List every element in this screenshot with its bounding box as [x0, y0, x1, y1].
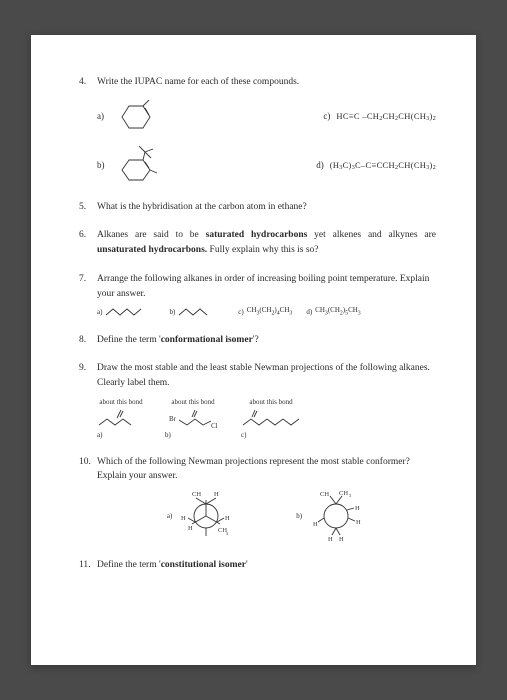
bond-struct-icon — [241, 408, 301, 430]
q4-row-bd: b) d) — [97, 146, 436, 186]
q11-body: Define the term 'constitutional isomer' — [97, 558, 436, 573]
q4-a-label: a) — [97, 110, 115, 124]
q6-mid: yet alkenes and alkynes are — [307, 230, 436, 240]
q10-a: a) CH — [167, 488, 236, 544]
q6-post: Fully explain why this is so? — [207, 245, 318, 255]
cl-label: Cl — [211, 422, 218, 430]
q9-b: about this bond Br Cl b) — [165, 397, 221, 441]
q4-b-label: b) — [97, 159, 115, 173]
question-4: 4. Write the IUPAC name for each of thes… — [79, 75, 436, 186]
q9-text: Draw the most stable and the least stabl… — [97, 361, 436, 390]
q4-num: 4. — [79, 75, 97, 186]
q4-text: Write the IUPAC name for each of these c… — [97, 75, 436, 90]
svg-text:H: H — [214, 491, 219, 498]
q7-text: Arrange the following alkanes in order o… — [97, 272, 436, 301]
question-8: 8. Define the term 'conformational isome… — [79, 333, 436, 348]
q4-c-label: c) — [323, 110, 330, 124]
q9-num: 9. — [79, 361, 97, 440]
q7-c-formula: CH3(CH2)4CH3 — [247, 305, 293, 318]
svg-text:H: H — [328, 536, 333, 543]
svg-text:H: H — [225, 515, 230, 522]
zigzag-icon — [178, 306, 212, 318]
q7-num: 7. — [79, 272, 97, 319]
svg-text:H: H — [356, 519, 361, 526]
svg-text:3: 3 — [226, 531, 229, 536]
q9-c: about this bond c) — [241, 397, 301, 441]
q4-body: Write the IUPAC name for each of these c… — [97, 75, 436, 186]
q6-body: Alkanes are said to be saturated hydroca… — [97, 228, 436, 257]
q7-body: Arrange the following alkanes in order o… — [97, 272, 436, 319]
q10-num: 10. — [79, 455, 97, 544]
question-11: 11. Define the term 'constitutional isom… — [79, 558, 436, 573]
q6-num: 6. — [79, 228, 97, 257]
svg-text:H: H — [181, 515, 186, 522]
bond-struct-icon: Br Cl — [165, 408, 221, 430]
q7-a: a) — [97, 306, 143, 318]
q6-bold1: saturated hydrocarbons — [206, 230, 308, 240]
svg-text:H: H — [313, 521, 318, 528]
svg-text:H: H — [339, 536, 344, 543]
q4-b-structure — [115, 146, 163, 186]
question-5: 5. What is the hybridisation at the carb… — [79, 200, 436, 215]
q5-text: What is the hybridisation at the carbon … — [97, 200, 436, 215]
zigzag-icon — [105, 306, 143, 318]
question-7: 7. Arrange the following alkanes in orde… — [79, 272, 436, 319]
q9-body: Draw the most stable and the least stabl… — [97, 361, 436, 440]
q4-a-structure — [115, 100, 157, 134]
q6-bold2: unsaturated hydrocarbons. — [97, 245, 207, 255]
bond-struct-icon — [97, 408, 145, 430]
q4-d-label: d) — [316, 159, 324, 173]
q10-body: Which of the following Newman projection… — [97, 455, 436, 544]
q6-pre: Alkanes are said to be — [97, 230, 206, 240]
q4-d-formula: (H3C)3C–C≡CCH2CH(CH3)2 — [330, 159, 436, 173]
svg-text:3: 3 — [349, 493, 352, 498]
svg-text:CH: CH — [192, 491, 201, 498]
question-10: 10. Which of the following Newman projec… — [79, 455, 436, 544]
q10-options: a) CH — [97, 488, 436, 544]
question-9: 9. Draw the most stable and the least st… — [79, 361, 436, 440]
q8-body: Define the term 'conformational isomer'? — [97, 333, 436, 348]
svg-text:H: H — [355, 505, 360, 512]
q9-options: about this bond a) about this bond — [97, 397, 436, 441]
q8-num: 8. — [79, 333, 97, 348]
q7-d-formula: CH3(CH2)5CH3 — [315, 305, 361, 318]
q4-c-formula: HC≡C –CH2CH2CH(CH3)2 — [336, 110, 436, 124]
q9-a: about this bond a) — [97, 397, 145, 441]
q7-b: b) — [169, 306, 212, 318]
svg-text:CH: CH — [320, 491, 329, 498]
q11-num: 11. — [79, 558, 97, 573]
document-page: 4. Write the IUPAC name for each of thes… — [31, 35, 476, 665]
br-label: Br — [169, 415, 177, 423]
q5-num: 5. — [79, 200, 97, 215]
q10-b: b) CH CH — [296, 488, 366, 544]
svg-text:H: H — [188, 525, 193, 532]
svg-text:CH: CH — [339, 490, 348, 497]
q4-row-ac: a) c) HC≡C –CH2CH2CH(CH3)2 — [97, 100, 436, 134]
q7-d: d) CH3(CH2)5CH3 — [306, 305, 360, 318]
newman-projection-icon: CH CH 3 H H H H H — [306, 488, 366, 544]
q7-options: a) b) c) CH3(CH2)4CH3 d) CH3(CH2)5CH3 — [97, 305, 436, 318]
q10-text: Which of the following Newman projection… — [97, 455, 436, 484]
q7-c: c) CH3(CH2)4CH3 — [238, 305, 292, 318]
newman-projection-icon: CH H H H H CH 3 — [176, 488, 236, 544]
question-6: 6. Alkanes are said to be saturated hydr… — [79, 228, 436, 257]
